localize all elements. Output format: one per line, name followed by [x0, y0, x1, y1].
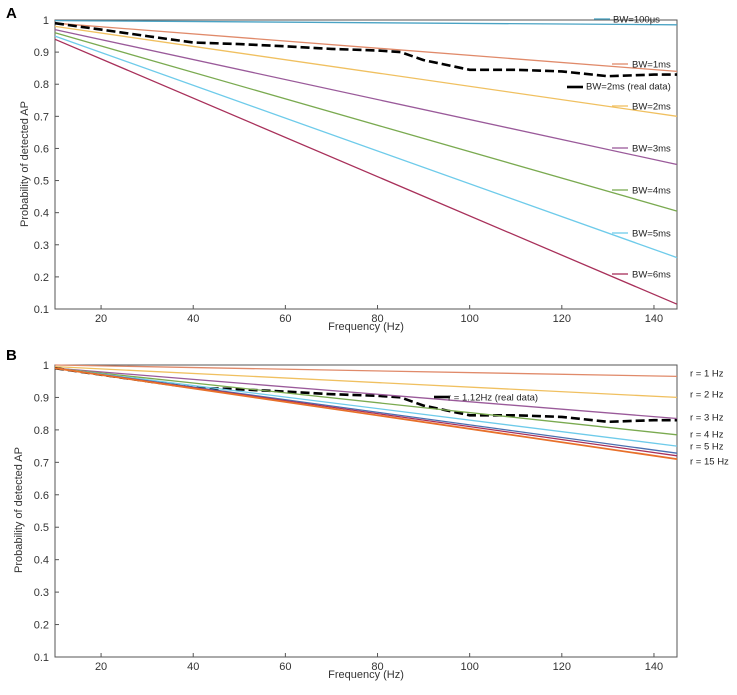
panel-a-series-line-1 [54, 22, 678, 73]
panel-b-series-line-4 [54, 367, 678, 436]
panel-b-x-tick-label: 60 [279, 661, 291, 673]
panel-b-series-line-2 [54, 366, 677, 424]
panel-b-y-tick-label: 0.8 [34, 425, 49, 437]
panel-b-y-tick-label: 0.5 [34, 522, 49, 534]
panel-a-y-tick-label: 0.9 [34, 47, 49, 59]
panel-a-series-label-1: BW=1ms [632, 60, 671, 71]
panel-b-series-label-5: r = 5 Hz [690, 442, 724, 453]
panel-b-y-tick-label: 0.2 [34, 620, 49, 632]
panel-b-y-axis-label: Probability of detected AP [13, 447, 25, 573]
panel-a-series-line-0 [54, 19, 678, 26]
panel-a-series-line-6 [54, 35, 678, 259]
panel-a-y-tick-label: 0.1 [34, 304, 49, 316]
panel-a-x-tick-label: 100 [460, 313, 478, 325]
panel-b-series-line-5 [54, 367, 678, 447]
panel-a-series-line-5 [54, 32, 678, 212]
panel-a-series-line-2 [54, 21, 677, 78]
panel-b-y-tick-label: 0.6 [34, 490, 49, 502]
panel-a-series-label-5: BW=4ms [632, 186, 671, 197]
panel-a-x-tick-label: 40 [187, 313, 199, 325]
panel-a-y-tick-label: 0.7 [34, 111, 49, 123]
panel-b-y-tick-label: 0.3 [34, 587, 49, 599]
panel-a-y-axis-label: Probability of detected AP [19, 101, 31, 227]
panel-b-series-label-0: r = 1 Hz [690, 369, 724, 380]
panel-b-letter: B [6, 347, 17, 364]
panel-a-plot-frame [54, 19, 678, 310]
panel-a-series [54, 19, 678, 305]
panel-b-y-tick-label: 0.1 [34, 652, 49, 664]
panel-b-y-tick-label: 1 [43, 360, 49, 372]
panel-b-y-tick-label: 0.9 [34, 392, 49, 404]
panel-a-series-label-6: BW=5ms [632, 229, 671, 240]
panel-b-series-line-8 [54, 367, 678, 460]
panel-a: A Frequency (Hz) Probability of detected… [6, 5, 678, 333]
panel-a-series-label-0: BW=100μs [613, 15, 660, 26]
panel-b-series [54, 364, 678, 460]
panel-a-series-line-3 [54, 25, 678, 117]
panel-a-y-tick-label: 0.8 [34, 79, 49, 91]
panel-a-x-tick-label: 140 [645, 313, 663, 325]
panel-b-y-tick-label: 0.4 [34, 555, 49, 567]
panel-b-x-tick-label: 80 [371, 661, 383, 673]
panel-a-letter: A [6, 5, 17, 22]
panel-b-x-tick-label: 100 [460, 661, 478, 673]
panel-a-series-label-7: BW=6ms [632, 270, 671, 281]
panel-a-y-tick-label: 0.4 [34, 208, 49, 220]
panel-a-series-label-2: BW=2ms (real data) [586, 82, 671, 93]
panel-a-y-tick-label: 0.3 [34, 240, 49, 252]
panel-a-x-axis-label: Frequency (Hz) [328, 321, 404, 333]
panel-a-y-tick-label: 0.2 [34, 272, 49, 284]
panel-b-plot-frame [54, 364, 678, 658]
panel-b-series-line-0 [54, 364, 678, 378]
panel-a-y-tick-label: 0.5 [34, 176, 49, 188]
panel-b-ticks: 20 40 60 80 100 120 140 0.1 0.2 0.3 0.4 0.5 0.6 0.7 0.… [34, 360, 663, 673]
panel-b-series-label-8: r = 15 Hz [690, 457, 729, 468]
panel-b-series-label-4: r = 4 Hz [690, 430, 724, 441]
panel-b-y-tick-label: 0.7 [34, 457, 49, 469]
panel-a-x-tick-label: 60 [279, 313, 291, 325]
panel-b-x-axis-label: Frequency (Hz) [328, 669, 404, 681]
panel-a-x-tick-label: 20 [95, 313, 107, 325]
panel-b-series-labels: r = 1 Hz r = 2 Hz r = 1.12Hz (real data) r … [434, 369, 729, 468]
panel-a-series-line-4 [54, 28, 678, 166]
panel-b-series-line-1 [54, 365, 678, 399]
panel-b-x-tick-label: 140 [645, 661, 663, 673]
panel-a-series-labels: BW=100μs BW=1ms BW=2ms (real data) BW=2ms BW… [567, 15, 671, 281]
panel-b-series-label-3: r = 3 Hz [690, 413, 724, 424]
panel-b: B Frequency (Hz) Probability of detected… [6, 347, 729, 681]
panel-a-ticks: 20 40 60 80 100 120 140 0.1 0.2 0.3 0.4 0.5 0.6 0.7 0.… [34, 15, 663, 325]
panel-b-series-line-3 [54, 367, 678, 420]
panel-a-y-tick-label: 1 [43, 15, 49, 27]
panel-b-series-label-2: r = 1.12Hz (real data) [448, 393, 538, 404]
panel-a-x-tick-label: 80 [371, 313, 383, 325]
panel-b-x-tick-label: 120 [553, 661, 571, 673]
panel-a-x-tick-label: 120 [553, 313, 571, 325]
panel-b-series-label-1: r = 2 Hz [690, 390, 724, 401]
panel-a-y-tick-label: 0.6 [34, 143, 49, 155]
panel-b-x-tick-label: 20 [95, 661, 107, 673]
panel-a-series-line-7 [54, 38, 678, 305]
panel-b-x-tick-label: 40 [187, 661, 199, 673]
panel-a-series-label-3: BW=2ms [632, 102, 671, 113]
panel-a-series-label-4: BW=3ms [632, 144, 671, 155]
